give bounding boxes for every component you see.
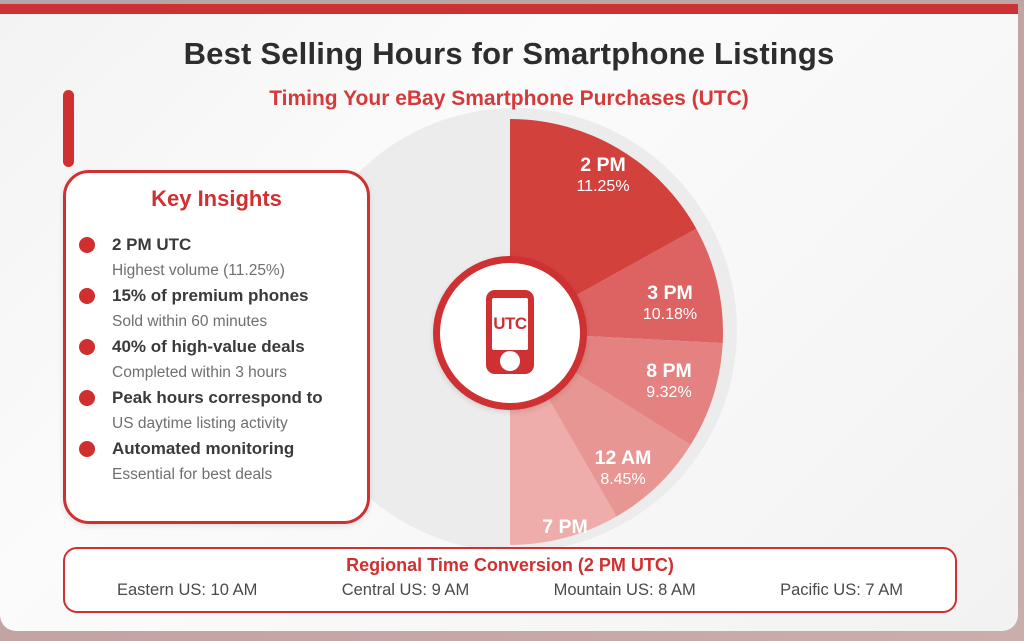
insight-item-subtitle: Completed within 3 hours [112,363,287,381]
bullet-icon [79,288,95,304]
bullet-icon [79,441,95,457]
insight-item: 15% of premium phones Sold within 60 min… [79,283,357,334]
key-insights-panel: Key Insights 2 PM UTC Highest volume (11… [63,170,370,524]
pie-label-time: 3 PM [647,281,693,304]
insight-item-subtitle: Essential for best deals [112,465,273,483]
pie-label-time: 7 PM [542,515,588,538]
utc-hub-circle: UTC [433,256,587,410]
insight-item: Peak hours correspond to US daytime list… [79,385,357,436]
phone-home-button-dot [500,351,520,371]
pie-label-percent: 8.45% [600,471,646,489]
insight-item-subtitle: US daytime listing activity [112,414,288,432]
regional-item-eastern: Eastern US: 10 AM [117,581,258,599]
regional-item-mountain: Mountain US: 8 AM [553,581,696,599]
insight-item: 2 PM UTC Highest volume (11.25%) [79,232,357,283]
pie-label-8pm: 8 PM 9.32% [646,359,692,403]
pie-label-7pm: 7 PM [542,515,588,539]
page-subtitle: Timing Your eBay Smartphone Purchases (U… [269,87,749,110]
pie-label-percent: 9.32% [646,384,692,402]
insight-item: Automated monitoring Essential for best … [79,436,357,487]
bullet-icon [79,339,95,355]
pie-label-percent: 10.18% [642,306,698,324]
utc-label: UTC [493,314,527,333]
pie-label-time: 2 PM [580,153,626,176]
pie-label-time: 8 PM [646,359,692,382]
smartphone-icon: UTC [486,290,534,374]
insight-item: 40% of high-value deals Completed within… [79,334,357,385]
pie-label-3pm: 3 PM 10.18% [643,281,697,325]
regional-time-row: Eastern US: 10 AM Central US: 9 AM Mount… [65,581,955,600]
key-insights-title: Key Insights [151,186,282,211]
pie-label-2pm: 2 PM 11.25% [576,153,629,197]
bullet-icon [79,237,95,253]
insight-item-title: 40% of high-value deals [112,337,305,356]
regional-time-panel: Regional Time Conversion (2 PM UTC) East… [63,547,957,613]
insight-item-title: Peak hours correspond to [112,388,323,407]
phone-screen: UTC [492,298,528,350]
regional-time-title: Regional Time Conversion (2 PM UTC) [346,555,674,575]
page-title: Best Selling Hours for Smartphone Listin… [183,36,835,71]
regional-item-pacific: Pacific US: 7 AM [780,581,903,599]
key-insights-list: 2 PM UTC Highest volume (11.25%) 15% of … [66,232,367,487]
bullet-icon [79,390,95,406]
insight-item-subtitle: Highest volume (11.25%) [112,261,285,279]
accent-pill [63,90,74,167]
insight-item-title: 15% of premium phones [112,286,309,305]
insight-item-subtitle: Sold within 60 minutes [112,312,268,330]
top-accent-bar [0,4,1018,14]
insight-item-title: 2 PM UTC [112,235,192,254]
insight-item-title: Automated monitoring [112,439,295,458]
pie-label-12am: 12 AM 8.45% [595,446,652,490]
pie-label-percent: 11.25% [576,178,630,196]
pie-label-time: 12 AM [594,446,652,469]
regional-item-central: Central US: 9 AM [341,581,470,599]
